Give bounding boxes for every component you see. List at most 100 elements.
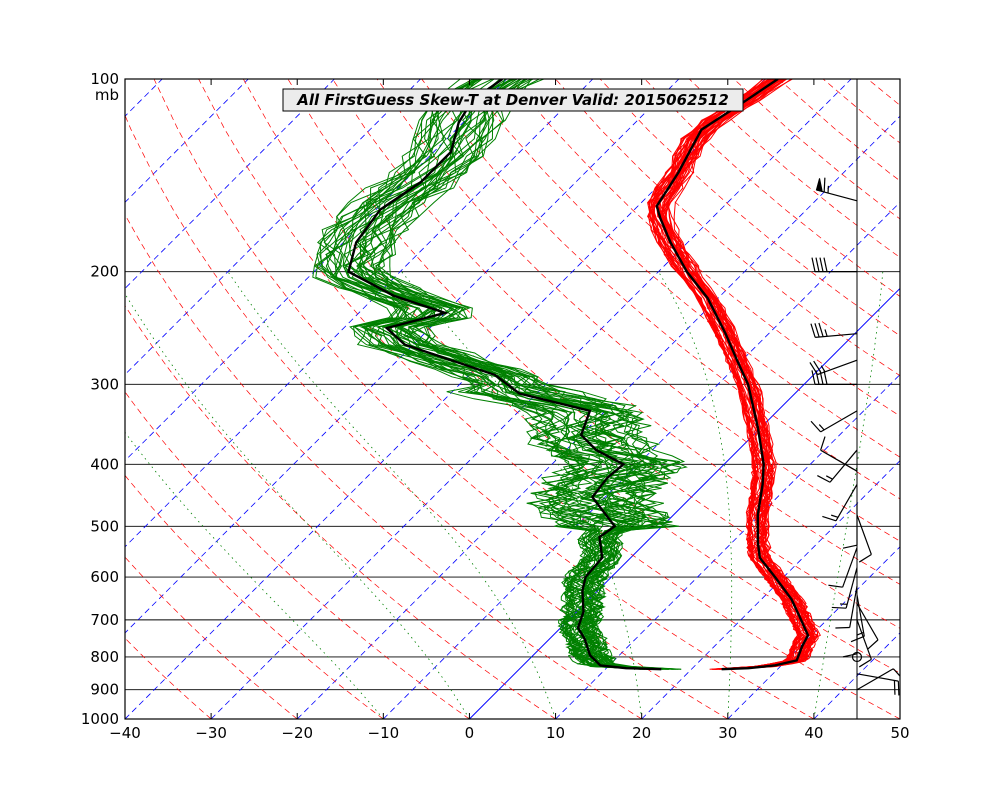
- isotherm-line: [899, 718, 900, 719]
- moist-adiabat: [125, 293, 470, 719]
- wind-barb-flag: [810, 323, 816, 338]
- isotherm-line: [383, 201, 900, 719]
- wind-barb-flag: [858, 553, 872, 563]
- x-tick-label: −30: [195, 724, 227, 742]
- x-tick-label: 20: [632, 724, 651, 742]
- y-tick-label: 400: [90, 455, 119, 473]
- dry-adiabat: [332, 79, 900, 585]
- wind-barb-shaft: [856, 603, 879, 641]
- dewpoint-ensemble-member: [359, 79, 664, 670]
- moist-adiabat: [813, 271, 884, 719]
- wind-barb-flag: [815, 370, 820, 385]
- y-tick-label: 100: [90, 70, 119, 88]
- dry-adiabat: [421, 79, 900, 500]
- temperature-ensemble-member: [647, 79, 803, 670]
- wind-barb-flag: [823, 177, 826, 193]
- dewpoint-ensemble-member: [359, 79, 670, 670]
- y-tick-label: 300: [90, 375, 119, 393]
- x-tick-label: 0: [465, 724, 475, 742]
- wind-barb-shaft: [835, 484, 858, 522]
- wind-barb-shaft: [856, 668, 894, 691]
- dry-adiabat: [125, 556, 298, 719]
- zero-isotherm: [469, 287, 900, 719]
- y-tick-label: 200: [90, 263, 119, 281]
- wind-barb-flag: [835, 626, 850, 629]
- dry-adiabat: [125, 214, 642, 719]
- y-tick-label: 700: [90, 611, 119, 629]
- wind-barb-shaft: [856, 514, 872, 555]
- dry-adiabat: [125, 474, 384, 719]
- moist-adiabat: [227, 271, 556, 719]
- dry-adiabat: [153, 79, 815, 719]
- wind-barb-flag: [823, 257, 828, 272]
- x-tick-label: 50: [890, 724, 909, 742]
- wind-barb-flag: [842, 544, 858, 549]
- chart-title: All FirstGuess Skew-T at Denver Valid: 2…: [296, 91, 729, 109]
- x-tick-label: 10: [546, 724, 565, 742]
- isotherm-line: [125, 79, 594, 548]
- wind-barb-flag: [858, 658, 872, 668]
- isotherm-line: [0, 79, 76, 719]
- wind-barb-shaft: [845, 567, 858, 609]
- wind-barb-flag: [818, 322, 824, 337]
- temperature-ensemble-member: [653, 79, 808, 670]
- wind-barb-flag: [892, 668, 900, 677]
- plot-frame: [124, 78, 901, 720]
- x-tick-label: 40: [804, 724, 823, 742]
- dewpoint-ensemble-member: [335, 79, 659, 670]
- wind-barb-shaft: [849, 586, 858, 628]
- temperature-ensemble-member: [649, 79, 802, 670]
- wind-barb-shaft: [820, 449, 858, 472]
- dry-adiabat: [510, 79, 900, 417]
- title-box: [282, 88, 744, 112]
- wind-barb-flag: [897, 681, 900, 696]
- isotherm-line: [125, 79, 421, 376]
- wind-barb-half-flag: [824, 329, 828, 337]
- dewpoint-ensemble-member: [344, 79, 662, 670]
- temperature-ensemble-member: [666, 79, 821, 670]
- wind-barb-pennant: [815, 178, 823, 193]
- dewpoint-ensemble-member: [361, 79, 666, 670]
- mean-dewpoint-line: [347, 79, 662, 671]
- wind-barb-flag: [831, 606, 847, 609]
- wind-barb-flag: [866, 639, 879, 650]
- isotherm-line: [125, 79, 335, 290]
- dry-adiabat: [287, 79, 900, 629]
- wind-barb-flag: [828, 584, 843, 588]
- y-tick-label: 900: [90, 681, 119, 699]
- wind-barb-shaft: [829, 449, 858, 483]
- isotherm-line: [555, 373, 900, 719]
- isotherm-line: [986, 79, 1000, 719]
- wind-barb-shaft: [815, 333, 858, 338]
- wind-barb-shaft: [856, 594, 865, 637]
- wind-barb-flag: [820, 436, 826, 451]
- wind-barb-flag: [817, 475, 831, 483]
- wind-barb-shaft: [842, 547, 858, 588]
- y-tick-label: 800: [90, 648, 119, 666]
- wind-barb-flag: [822, 515, 837, 522]
- wind-barb-half-flag: [818, 424, 825, 431]
- wind-barb-shaft: [816, 189, 858, 202]
- dry-adiabat: [125, 304, 556, 719]
- temperature-ensemble-member: [658, 79, 815, 670]
- dry-adiabat: [599, 79, 900, 337]
- dry-adiabat: [125, 114, 728, 719]
- wind-barb-flag: [811, 370, 816, 385]
- wind-barb-flag: [893, 680, 896, 695]
- dewpoint-ensemble-member: [319, 79, 644, 670]
- y-tick-label: 1000: [81, 710, 119, 728]
- mean-temperature-line: [655, 79, 810, 671]
- isotherm-line: [125, 79, 249, 203]
- wind-barb-flag: [842, 653, 858, 658]
- wind-barb-flag: [815, 257, 820, 272]
- dewpoint-ensemble-member: [380, 79, 682, 670]
- wind-barb-flag: [819, 370, 824, 385]
- wind-barb-flag: [823, 370, 828, 385]
- isotherm-line: [727, 546, 900, 719]
- isotherm-line: [125, 79, 507, 462]
- dewpoint-ensemble-member: [367, 79, 675, 670]
- wind-barb-flag: [810, 420, 822, 433]
- y-tick-label: 500: [90, 517, 119, 535]
- moist-adiabat: [899, 717, 900, 719]
